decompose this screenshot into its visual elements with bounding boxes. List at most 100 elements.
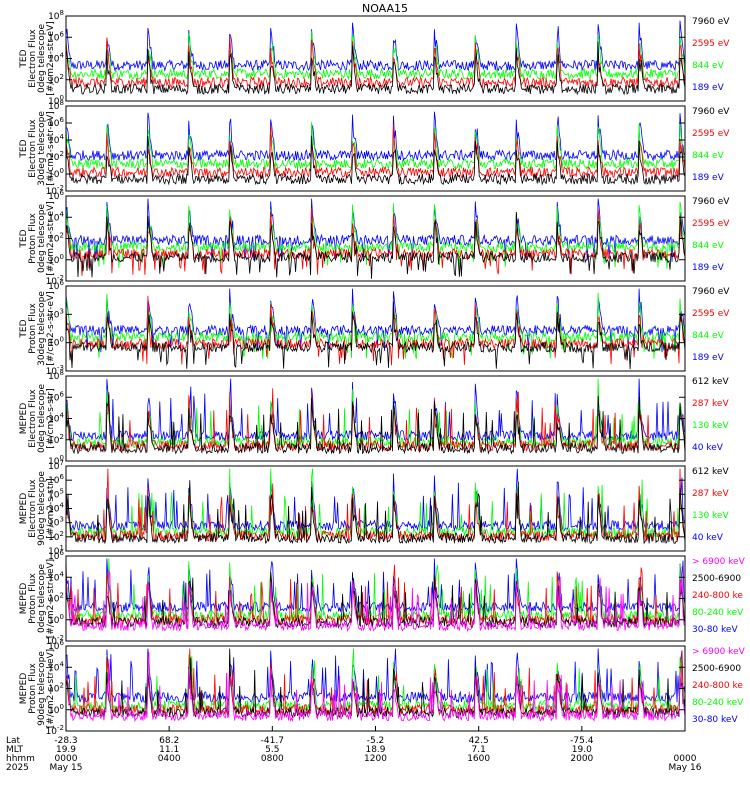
- x-tick-label: 0000: [674, 754, 697, 764]
- y-axis-label: 30deg telescope: [37, 111, 47, 186]
- series-trace-189-ev: [66, 111, 685, 162]
- x-tick-label: 19.0: [572, 745, 592, 755]
- y-axis-label: 0deg telescope: [37, 204, 47, 274]
- x-row-label: 2025: [6, 763, 29, 773]
- series-trace-2595-ev: [66, 207, 685, 276]
- panels-group: 100 102 104 106 108 TED Electron Flux 0deg tele…: [19, 9, 746, 737]
- y-axis-label: TED: [19, 319, 29, 338]
- panel-2-legend: 7960 eV 2595 eV 844 eV 189 eV: [692, 107, 730, 183]
- y-tick-label: 102: [48, 150, 64, 163]
- legend-entry: 844 eV: [692, 331, 725, 341]
- series-trace-844-ev: [66, 292, 685, 360]
- panel-8-traces: [66, 648, 685, 723]
- legend-entry: 80-240 keV: [692, 698, 744, 708]
- panel-3-legend: 7960 eV 2595 eV 844 eV 189 eV: [692, 197, 730, 273]
- y-tick-label: 100: [48, 613, 64, 626]
- panel-6-legend: 612 keV 287 keV 130 keV 40 keV: [692, 467, 729, 543]
- y-axis-label: [#/cm2-s-str-keV]: [46, 649, 56, 728]
- panel-3-traces: [66, 198, 685, 279]
- series-trace-240-800-ke: [66, 648, 685, 717]
- series-trace-287-kev: [66, 468, 685, 542]
- panel-frame: [65, 105, 686, 192]
- legend-entry: 189 eV: [692, 83, 725, 93]
- legend-entry: 30-80 keV: [692, 715, 738, 725]
- series-trace-80-240-kev: [66, 648, 685, 712]
- x-row-label: hhmm: [6, 754, 35, 764]
- legend-entry: 287 keV: [692, 489, 729, 499]
- x-tick-label: -75.4: [570, 736, 594, 746]
- y-tick-label: 108: [48, 9, 64, 22]
- y-tick-label: 102: [48, 232, 64, 245]
- series-trace--6900-kev: [66, 652, 685, 723]
- y-axis-label: TED: [19, 49, 29, 68]
- series-trace-189-ev: [66, 198, 685, 262]
- x-tick-label: 68.2: [159, 736, 179, 746]
- y-tick-label: 108: [48, 369, 64, 382]
- series-trace-2500-6900: [66, 648, 685, 719]
- y-tick-label: 105: [48, 487, 64, 500]
- y-tick-label: 103: [48, 516, 64, 529]
- panel-1-traces: [66, 20, 685, 96]
- series-trace-844-ev: [66, 121, 685, 171]
- panel-6-traces: [66, 468, 685, 545]
- y-axis-label: MEPED: [19, 403, 29, 435]
- panel-7-traces: [66, 558, 685, 633]
- y-tick-label: 104: [48, 660, 64, 673]
- y-axis-label: Electron Flux: [28, 479, 38, 538]
- y-axis-label: [#/cm2-s-str-eV]: [46, 111, 56, 186]
- x-tick-label: May 16: [669, 763, 702, 773]
- legend-entry: 287 keV: [692, 399, 729, 409]
- series-trace-2500-6900: [66, 570, 685, 629]
- y-axis-label: [#/cm2-s-str]: [46, 478, 56, 538]
- chart-title: NOAA15: [362, 2, 408, 15]
- x-tick-label: 2000: [570, 754, 593, 764]
- panel-8-legend: > 6900 keV 2500-6900 240-800 ke 80-240 keV 3…: [692, 647, 746, 725]
- series-trace-189-ev: [66, 20, 685, 72]
- x-row-label: Lat: [6, 736, 21, 746]
- y-tick-label: 102: [48, 73, 64, 86]
- x-tick-label: 0400: [158, 754, 181, 764]
- x-tick-label: 5.5: [265, 745, 279, 755]
- y-axis-label: MEPED: [19, 493, 29, 525]
- y-tick-label: 103: [48, 307, 64, 320]
- x-tick-label: -5.2: [367, 736, 385, 746]
- series-trace-7960-ev: [66, 41, 685, 96]
- y-tick-label: 10-2: [46, 274, 64, 287]
- legend-entry: 189 eV: [692, 173, 725, 183]
- y-axis-label: Proton Flux: [28, 573, 38, 624]
- y-axis-label: Proton Flux: [28, 663, 38, 714]
- legend-entry: 844 eV: [692, 151, 725, 161]
- y-tick-label: 10-3: [46, 364, 64, 377]
- y-axis-label: TED: [19, 139, 29, 158]
- panel-1-legend: 7960 eV 2595 eV 844 eV 189 eV: [692, 17, 730, 93]
- legend-entry: 612 keV: [692, 377, 729, 387]
- x-tick-label: -28.3: [54, 736, 77, 746]
- y-tick-label: 106: [48, 549, 64, 562]
- y-tick-label: 102: [48, 592, 64, 605]
- legend-entry: 40 keV: [692, 533, 724, 543]
- legend-entry: 7960 eV: [692, 107, 730, 117]
- y-axis-label: 0deg telescope: [37, 24, 47, 94]
- legend-entry: 844 eV: [692, 61, 725, 71]
- legend-entry: 40 keV: [692, 443, 724, 453]
- legend-entry: 240-800 ke: [692, 681, 743, 691]
- panel-2-traces: [66, 111, 685, 186]
- y-tick-label: 10-2: [46, 184, 64, 197]
- legend-entry: 7960 eV: [692, 17, 730, 27]
- y-axis-label: [#/cm2-s-str]: [46, 388, 56, 448]
- y-axis-label: Proton Flux: [28, 303, 38, 354]
- legend-entry: > 6900 keV: [692, 647, 746, 657]
- y-tick-label: 100: [48, 336, 64, 349]
- y-tick-label: 100: [48, 253, 64, 266]
- y-tick-label: 107: [48, 459, 64, 472]
- series-trace-189-ev: [66, 288, 685, 353]
- y-tick-label: 100: [48, 167, 64, 180]
- series-trace-612-kev: [66, 394, 685, 455]
- series-trace-7960-ev: [66, 135, 685, 186]
- y-axis-label: [#/cm2-s-str-eV]: [46, 21, 56, 96]
- legend-entry: > 6900 keV: [692, 557, 746, 567]
- x-tick-label: 1200: [364, 754, 387, 764]
- y-tick-label: 100: [48, 94, 64, 107]
- y-axis-label: [#/cm2-s-str-eV]: [46, 291, 56, 366]
